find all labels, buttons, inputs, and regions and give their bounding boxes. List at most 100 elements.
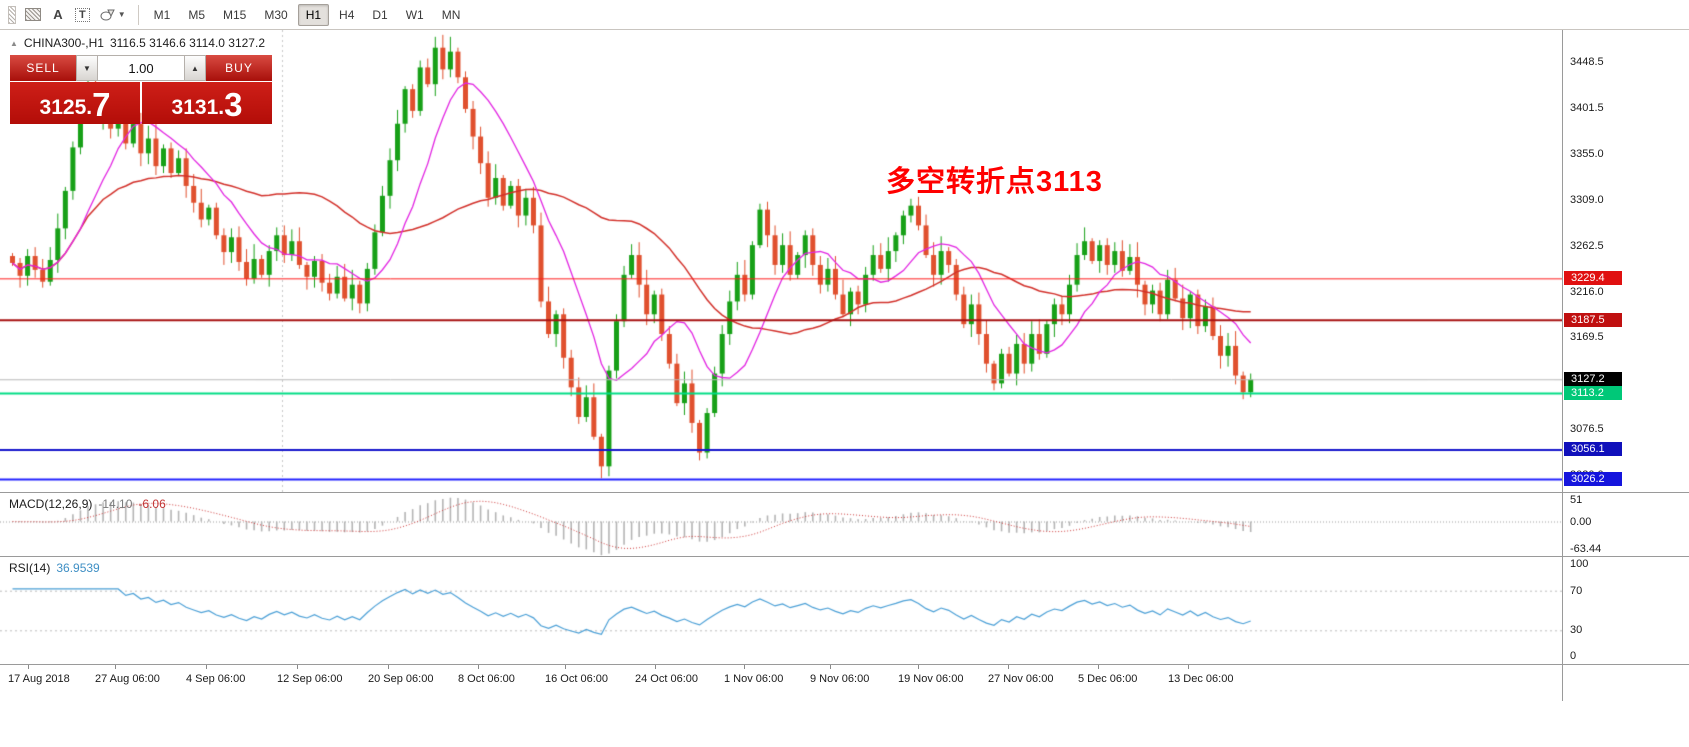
buy-price-frac: 3	[224, 86, 243, 123]
macd-axis[interactable]: 51 0.00 -63.44	[1562, 493, 1689, 556]
timeframe-button-mn[interactable]: MN	[441, 7, 461, 22]
price-badge: 3056.1	[1564, 442, 1622, 457]
timeframe-button-m1[interactable]: M1	[153, 7, 171, 22]
rsi-axis-tick: 0	[1570, 650, 1577, 662]
macd-signal-value: -6.06	[138, 497, 166, 511]
macd-canvas[interactable]	[0, 493, 1562, 556]
time-label: 9 Nov 06:00	[810, 673, 870, 685]
rsi-axis-tick: 100	[1570, 558, 1589, 570]
price-tick: 3076.5	[1570, 423, 1604, 436]
chart-header: ▲ CHINA300-,H1 3116.5 3146.6 3114.0 3127…	[10, 36, 265, 50]
time-label: 27 Nov 06:00	[988, 673, 1054, 685]
price-tick: 3169.5	[1570, 331, 1604, 344]
time-label: 17 Aug 2018	[8, 673, 70, 685]
timeframe-button-m5[interactable]: M5	[188, 7, 205, 22]
time-label: 4 Sep 06:00	[186, 673, 246, 685]
macd-label: MACD(12,26,9) -14.10 -6.06	[9, 497, 166, 511]
sell-button[interactable]: SELL	[10, 55, 76, 81]
time-tick	[388, 665, 389, 669]
chevron-down-icon: ▼	[83, 63, 91, 73]
macd-main-value: -14.10	[98, 497, 133, 511]
macd-axis-tick: 0.00	[1570, 515, 1592, 528]
time-axis-corner	[1562, 665, 1689, 701]
text-tool-button[interactable]: T	[70, 4, 95, 26]
sell-price-frac: 7	[92, 86, 111, 123]
timeframe-button-w1[interactable]: W1	[405, 7, 424, 22]
volume-dropdown-button[interactable]: ▼	[76, 55, 98, 81]
time-tick	[918, 665, 919, 669]
time-tick	[744, 665, 745, 669]
time-label: 12 Sep 06:00	[277, 673, 343, 685]
price-badge: 3026.2	[1564, 472, 1622, 486]
time-label: 20 Sep 06:00	[368, 673, 434, 685]
macd-panel: MACD(12,26,9) -14.10 -6.06 51 0.00 -63.44	[0, 492, 1689, 556]
time-tick	[830, 665, 831, 669]
time-label: 5 Dec 06:00	[1078, 673, 1138, 685]
price-axis[interactable]: 3448.5 3401.5 3355.0 3309.0 3262.5 3216.0 3169…	[1562, 30, 1689, 492]
macd-name: MACD(12,26,9)	[9, 497, 93, 511]
price-badge: 3187.5	[1564, 312, 1622, 327]
time-tick	[28, 665, 29, 669]
rsi-canvas[interactable]	[0, 557, 1562, 664]
time-label: 8 Oct 06:00	[458, 673, 515, 685]
buy-price-display[interactable]: 3131. 3	[142, 82, 272, 124]
buy-button[interactable]: BUY	[206, 55, 272, 81]
time-label: 19 Nov 06:00	[898, 673, 964, 685]
rsi-axis[interactable]: 100 70 30 0	[1562, 557, 1689, 664]
time-tick	[1098, 665, 1099, 669]
time-label: 13 Dec 06:00	[1168, 673, 1234, 685]
price-tick: 3448.5	[1570, 56, 1604, 68]
timeframe-button-h4[interactable]: H4	[339, 7, 355, 22]
buy-price-main: 3131.	[171, 96, 225, 119]
chevron-down-icon: ▼	[117, 10, 126, 19]
time-tick	[1188, 665, 1189, 669]
timeframe-button-h1[interactable]: H1	[297, 3, 330, 26]
rsi-value: 36.9539	[56, 561, 100, 575]
one-click-trade-panel: SELL ▼ ▲ BUY 3125.7 3131.3	[10, 55, 272, 124]
volume-increase-button[interactable]: ▲	[184, 55, 206, 81]
price-badge: 3229.4	[1564, 271, 1622, 286]
letter-t-icon: T	[75, 7, 90, 22]
hatch-pattern-icon[interactable]	[20, 4, 46, 26]
rsi-label: RSI(14) 36.9539	[9, 561, 100, 575]
time-tick	[478, 665, 479, 669]
rsi-name: RSI(14)	[9, 561, 51, 575]
time-tick	[565, 665, 566, 669]
symbol-title: CHINA300-,H1	[23, 36, 104, 50]
ohlc-values: 3116.5 3146.6 3114.0 3127.2	[109, 36, 265, 50]
timeframe-button-m30[interactable]: M30	[264, 7, 288, 22]
timeframe-button-d1[interactable]: D1	[372, 7, 388, 22]
time-axis[interactable]: 17 Aug 2018 27 Aug 06:00 4 Sep 06:00 12 Sep…	[0, 664, 1689, 701]
volume-input[interactable]	[98, 55, 184, 81]
time-tick	[655, 665, 656, 669]
macd-axis-tick: 51	[1570, 494, 1583, 506]
shapes-icon	[100, 9, 115, 20]
timeframe-group: M1 M5 M15 M30 H1 H4 D1 W1 MN	[146, 3, 469, 26]
macd-axis-tick: -63.44	[1570, 543, 1602, 555]
toolbar-drag-handle[interactable]	[8, 5, 16, 24]
time-label: 16 Oct 06:00	[545, 673, 608, 685]
time-tick	[297, 665, 298, 669]
price-tick: 3309.0	[1570, 193, 1604, 206]
price-tick: 3401.5	[1570, 102, 1604, 115]
price-chart-panel: ▲ CHINA300-,H1 3116.5 3146.6 3114.0 3127…	[0, 30, 1689, 492]
shapes-tool-button[interactable]: ▼	[95, 4, 131, 26]
time-tick	[1008, 665, 1009, 669]
toolbar: A T ▼ M1 M5 M15 M30 H1 H4 D1 W1 MN	[0, 0, 1689, 30]
time-tick	[115, 665, 116, 669]
rsi-panel: RSI(14) 36.9539 100 70 30 0	[0, 556, 1689, 664]
chart-annotation-text: 多空转折点3113	[886, 166, 1103, 198]
price-badge: 3127.2	[1564, 372, 1622, 387]
price-tick: 3216.0	[1570, 285, 1604, 298]
price-badge: 3113.2	[1564, 386, 1622, 401]
chevron-up-icon: ▲	[191, 63, 199, 73]
one-click-panel-toggle[interactable]: ▲	[10, 38, 18, 48]
letter-a-icon: A	[53, 7, 63, 22]
timeframe-button-m15[interactable]: M15	[223, 7, 247, 22]
arrow-tool-button[interactable]: A	[46, 4, 70, 26]
price-tick: 3355.0	[1570, 148, 1604, 161]
time-label: 27 Aug 06:00	[95, 673, 160, 685]
rsi-axis-tick: 30	[1570, 624, 1583, 637]
price-tick: 3262.5	[1570, 239, 1604, 252]
sell-price-display[interactable]: 3125. 7	[10, 82, 140, 124]
